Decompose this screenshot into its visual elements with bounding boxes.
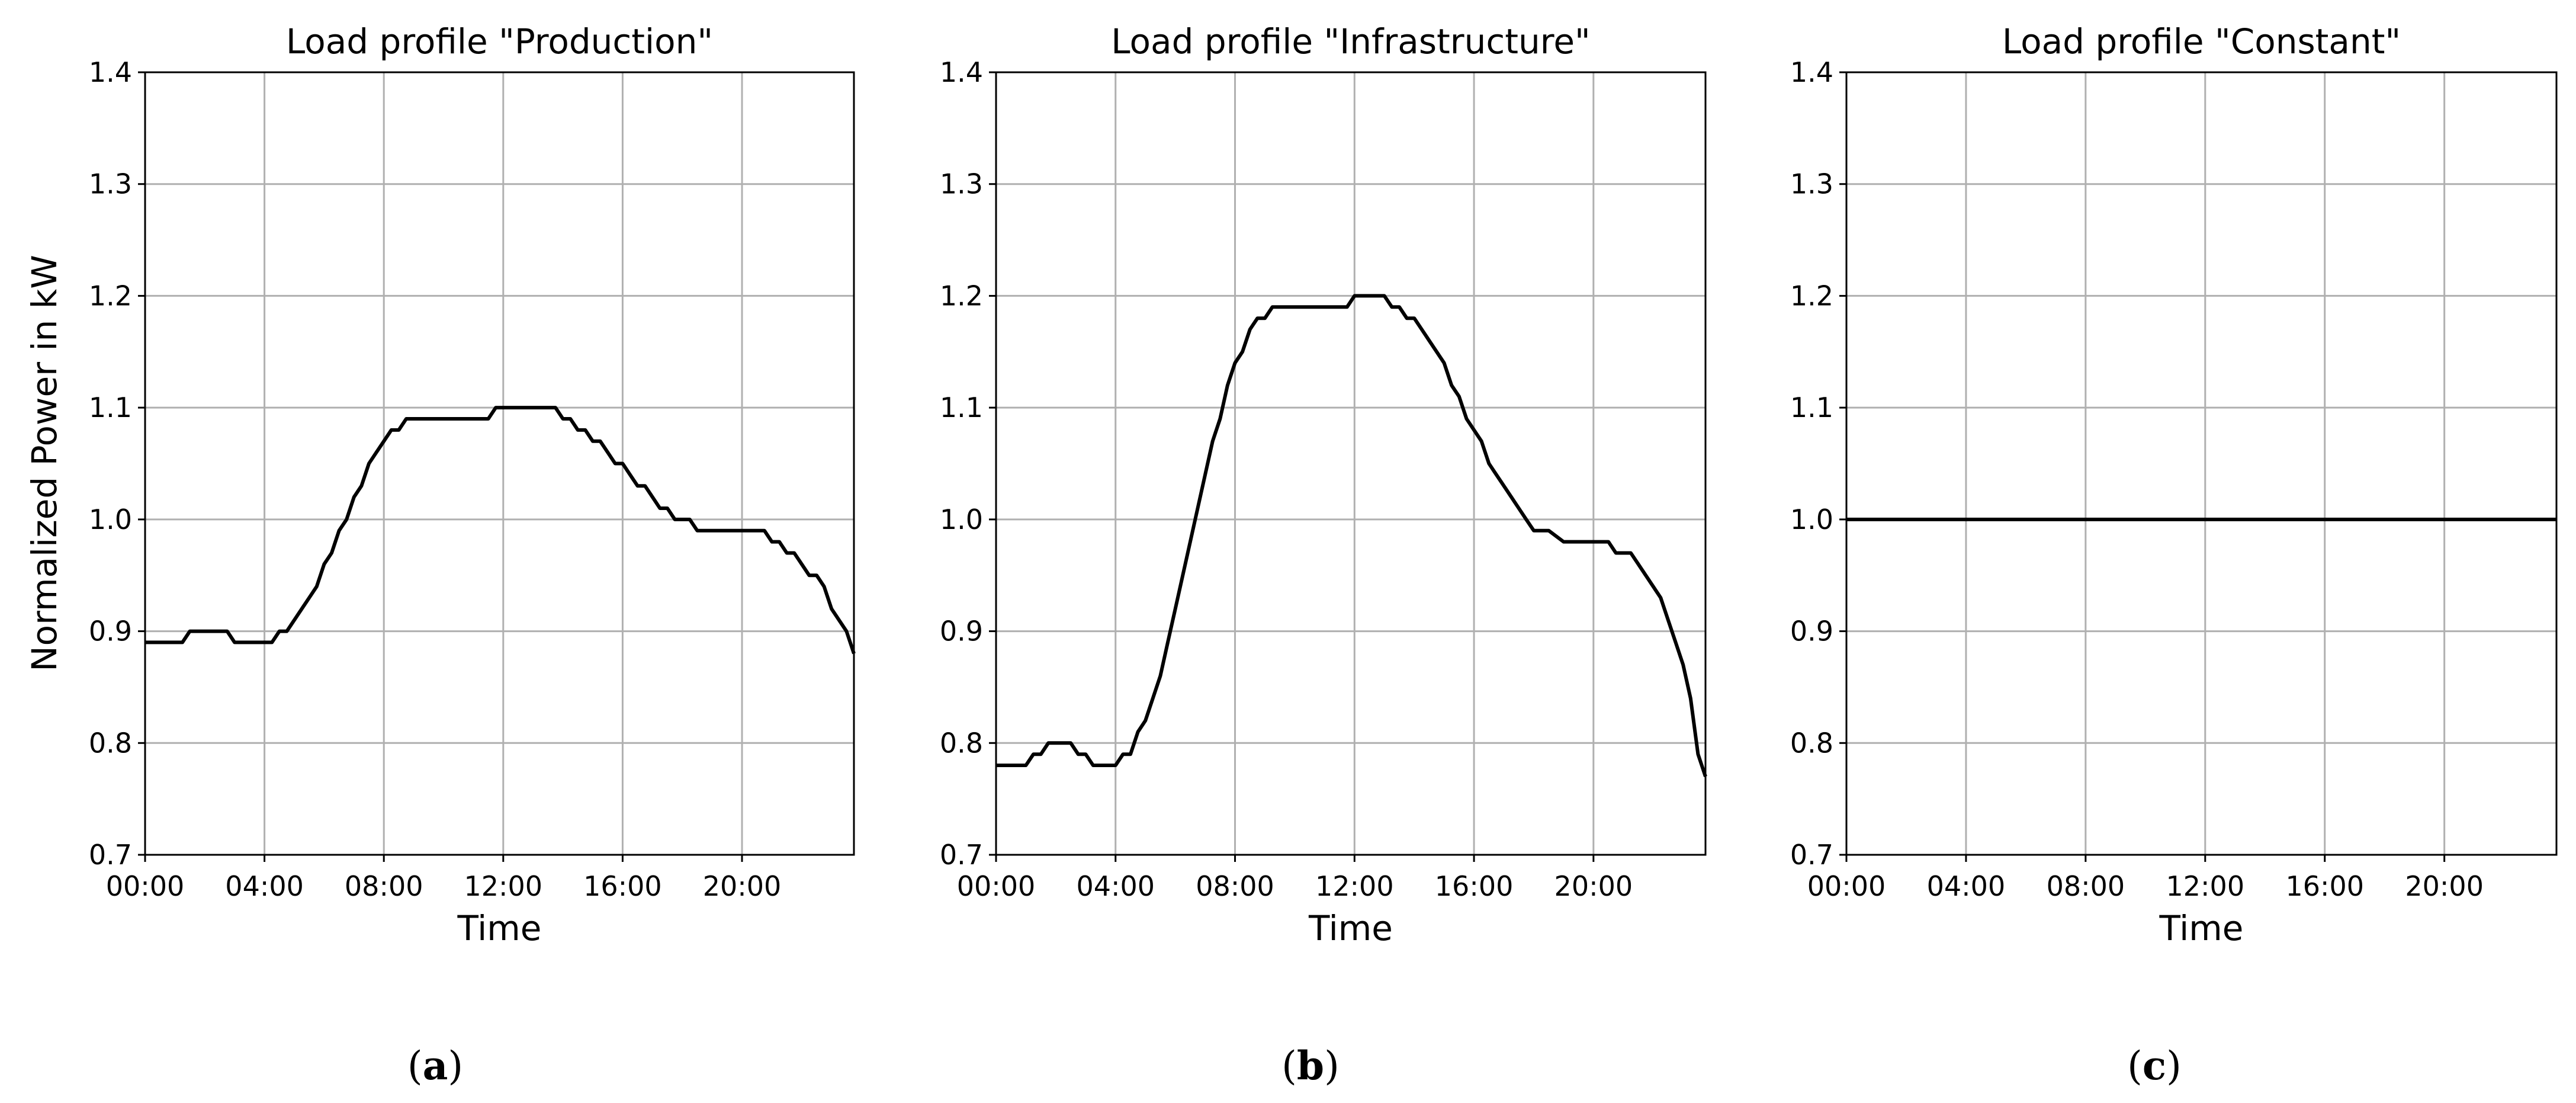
- y-tick-label: 0.7: [940, 839, 983, 871]
- y-tick-label: 0.7: [1790, 839, 1833, 871]
- y-tick-label: 1.0: [940, 504, 983, 536]
- y-tick-label: 0.9: [940, 615, 983, 647]
- x-tick-label: 20:00: [703, 870, 782, 902]
- y-tick-label: 1.3: [89, 168, 132, 200]
- chart-title: Load profile "Infrastructure": [1111, 21, 1590, 62]
- y-tick-label: 1.2: [940, 280, 983, 312]
- y-tick-label: 1.1: [1790, 392, 1833, 424]
- x-tick-label: 16:00: [2285, 870, 2364, 902]
- y-tick-label: 0.8: [940, 727, 983, 759]
- x-tick-label: 12:00: [1315, 870, 1394, 902]
- y-tick-label: 1.4: [89, 56, 132, 88]
- x-tick-label: 00:00: [106, 870, 185, 902]
- y-tick-label: 1.3: [940, 168, 983, 200]
- series-line: [996, 294, 1707, 777]
- plot-frame: [144, 71, 855, 856]
- y-tick-label: 1.2: [89, 280, 132, 312]
- y-tick-label: 0.7: [89, 839, 132, 871]
- y-tick-label: 1.4: [940, 56, 983, 88]
- y-tick-label: 0.8: [1790, 727, 1833, 759]
- x-tick-label: 08:00: [1196, 870, 1274, 902]
- chart-title: Load profile "Production": [286, 21, 713, 62]
- x-tick-label: 08:00: [2047, 870, 2125, 902]
- y-tick-label: 1.3: [1790, 168, 1833, 200]
- x-tick-label: 16:00: [583, 870, 662, 902]
- x-axis-label: Time: [457, 908, 542, 948]
- x-tick-label: 20:00: [1554, 870, 1633, 902]
- y-tick-label: 0.9: [1790, 615, 1833, 647]
- x-tick-label: 12:00: [2166, 870, 2245, 902]
- x-tick-label: 04:00: [1927, 870, 2006, 902]
- x-tick-label: 00:00: [957, 870, 1036, 902]
- plot-frame: [995, 71, 1707, 856]
- x-tick-label: 12:00: [464, 870, 543, 902]
- y-tick-label: 1.1: [89, 392, 132, 424]
- plot-frame: [1845, 71, 2558, 856]
- chart-title: Load profile "Constant": [2002, 21, 2401, 62]
- y-tick-label: 1.4: [1790, 56, 1833, 88]
- x-axis-label: Time: [2159, 908, 2244, 948]
- x-tick-label: 00:00: [1807, 870, 1886, 902]
- subfigure-caption: (a): [407, 1043, 463, 1089]
- x-tick-label: 16:00: [1435, 870, 1514, 902]
- chart-panel-infrastructure: 0.7 0.8 0.9 1.0 1.1 1.2 1.3 1.4 00:00 04:00 08:00 1…: [940, 21, 1707, 1089]
- y-tick-label: 1.0: [89, 504, 132, 536]
- x-tick-label: 08:00: [345, 870, 423, 902]
- y-tick-label: 0.8: [89, 727, 132, 759]
- y-axis-label: Normalized Power in kW: [24, 255, 65, 671]
- x-tick-label: 04:00: [225, 870, 304, 902]
- x-axis-label: Time: [1308, 908, 1393, 948]
- subfigure-caption: (b): [1281, 1043, 1340, 1089]
- y-tick-label: 0.9: [89, 615, 132, 647]
- chart-panel-production: 0.7 0.8 0.9 1.0 1.1 1.2 1.3 1.4 00:00 04:00 08:00 1…: [24, 21, 856, 1089]
- x-tick-label: 04:00: [1076, 870, 1155, 902]
- y-tick-label: 1.1: [940, 392, 983, 424]
- x-tick-label: 20:00: [2405, 870, 2484, 902]
- chart-panel-constant: 0.7 0.8 0.9 1.0 1.1 1.2 1.3 1.4 00:00 04:00 08:00 1…: [1790, 21, 2558, 1089]
- y-tick-label: 1.2: [1790, 280, 1833, 312]
- subfigure-caption: (c): [2127, 1043, 2182, 1089]
- series-line: [145, 406, 856, 655]
- y-tick-label: 1.0: [1790, 504, 1833, 536]
